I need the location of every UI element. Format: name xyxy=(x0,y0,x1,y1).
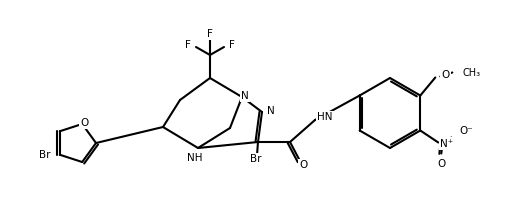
Text: O: O xyxy=(299,160,307,170)
Text: O: O xyxy=(437,159,445,168)
Text: N: N xyxy=(267,106,274,116)
Text: O: O xyxy=(441,69,450,79)
Text: O: O xyxy=(80,118,88,128)
Text: Br: Br xyxy=(250,154,262,164)
Text: F: F xyxy=(229,40,235,50)
Text: N: N xyxy=(241,91,249,101)
Text: F: F xyxy=(207,29,213,39)
Text: F: F xyxy=(185,40,191,50)
Text: O⁻: O⁻ xyxy=(459,125,473,135)
Text: NH: NH xyxy=(187,153,203,163)
Text: N⁺: N⁺ xyxy=(440,139,454,149)
Text: Br: Br xyxy=(39,150,51,160)
Text: CH₃: CH₃ xyxy=(462,67,480,77)
Text: HN: HN xyxy=(317,112,333,122)
